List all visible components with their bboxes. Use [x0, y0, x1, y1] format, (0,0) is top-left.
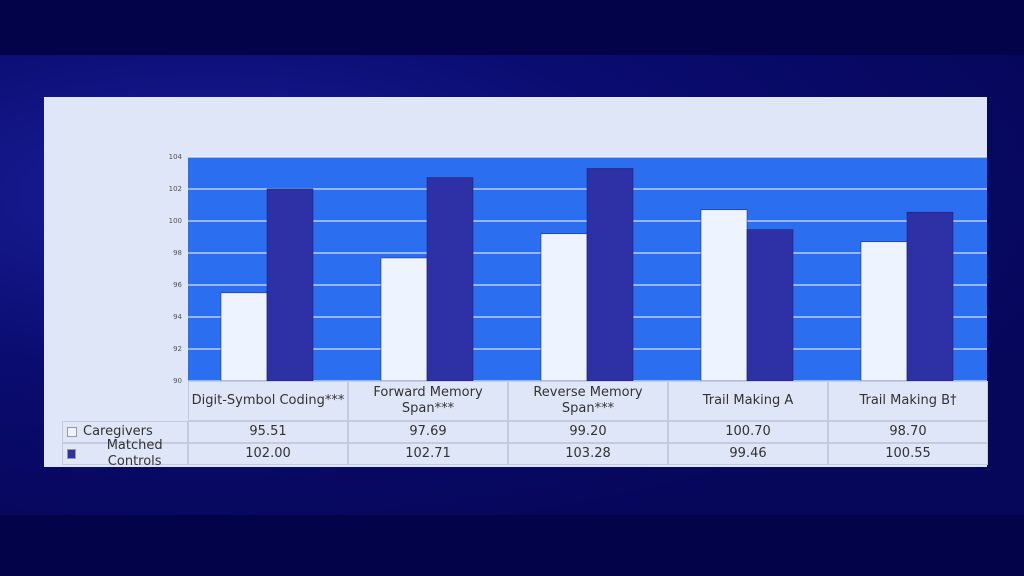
legend-label: Caregivers [83, 424, 153, 439]
bar [700, 209, 748, 382]
legend-cell: Caregivers [62, 421, 188, 443]
bar [746, 229, 794, 382]
category-label: Forward Memory Span*** [348, 381, 508, 421]
bar [266, 188, 314, 382]
y-tick-label: 102 [169, 185, 182, 193]
value-cell: 102.71 [348, 443, 508, 465]
y-tick-label: 92 [173, 345, 182, 353]
bar [220, 292, 268, 382]
bar [380, 257, 428, 382]
category-label: Digit-Symbol Coding*** [188, 381, 348, 421]
bar [540, 233, 588, 382]
bar [906, 211, 954, 382]
y-tick-label: 98 [173, 249, 182, 257]
value-cell: 103.28 [508, 443, 668, 465]
y-tick-label: 90 [173, 377, 182, 385]
bar [426, 177, 474, 382]
value-cell: 98.70 [828, 421, 988, 443]
bar [860, 241, 908, 382]
y-tick-label: 104 [169, 153, 183, 161]
legend-swatch [67, 427, 77, 437]
legend-swatch [67, 449, 77, 459]
value-cell: 102.00 [188, 443, 348, 465]
value-cell: 95.51 [188, 421, 348, 443]
y-tick-label: 94 [173, 313, 182, 321]
bar [586, 168, 634, 382]
legend-label: Matched Controls [106, 438, 163, 469]
value-cell: 99.20 [508, 421, 668, 443]
value-cell: 99.46 [668, 443, 828, 465]
value-cell: 97.69 [348, 421, 508, 443]
category-label: Trail Making B† [828, 381, 988, 421]
category-label: Reverse Memory Span*** [508, 381, 668, 421]
legend-cell: Matched Controls [62, 438, 188, 469]
y-tick-label: 96 [173, 281, 182, 289]
y-tick-label: 100 [169, 217, 182, 225]
value-cell: 100.55 [828, 443, 988, 465]
category-label: Trail Making A [668, 381, 828, 421]
value-cell: 100.70 [668, 421, 828, 443]
